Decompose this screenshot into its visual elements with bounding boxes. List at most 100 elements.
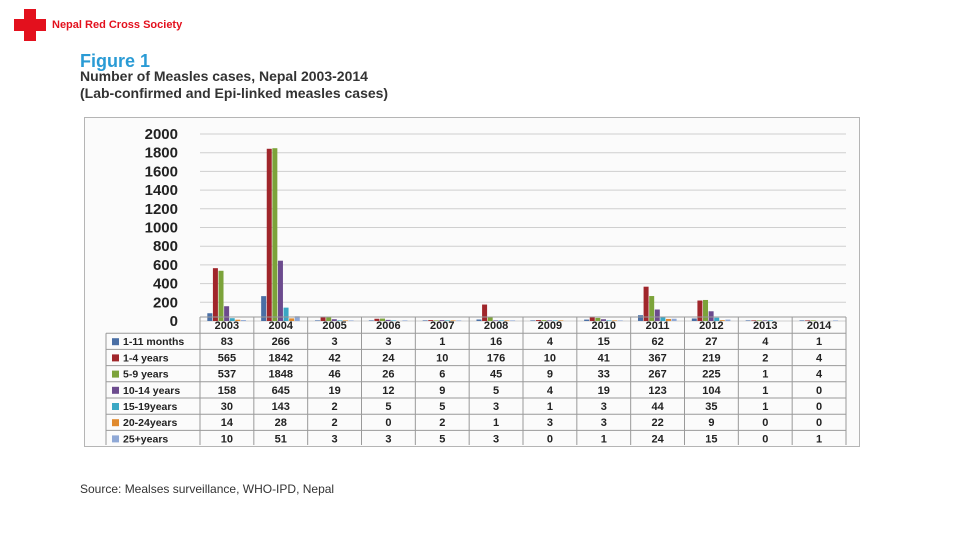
data-label: 225 — [702, 369, 720, 381]
bar — [725, 319, 731, 321]
bar — [547, 320, 553, 321]
bar — [224, 306, 230, 321]
bar — [510, 320, 516, 321]
data-label: 1842 — [269, 352, 293, 364]
data-label: 1 — [816, 336, 822, 348]
data-label: 4 — [762, 336, 769, 348]
data-label: 5 — [439, 401, 445, 413]
data-label: 0 — [816, 385, 822, 397]
data-label: 3 — [332, 433, 338, 445]
bar — [756, 320, 762, 321]
y-tick-label: 600 — [153, 257, 178, 274]
data-label: 22 — [651, 417, 663, 429]
legend-swatch — [112, 419, 119, 427]
data-label: 4 — [547, 385, 554, 397]
bar — [493, 320, 499, 321]
legend-label: 15-19years — [123, 401, 177, 413]
bar — [654, 309, 660, 321]
data-label: 104 — [702, 385, 721, 397]
data-label: 10 — [221, 433, 233, 445]
bar — [218, 270, 224, 321]
data-label: 645 — [272, 385, 290, 397]
bar — [762, 320, 768, 321]
bar — [439, 320, 445, 321]
bar — [428, 320, 434, 321]
bar — [456, 320, 462, 321]
bar — [600, 319, 606, 321]
x-tick-label: 2006 — [376, 320, 400, 332]
legend-label: 20-24years — [123, 417, 177, 429]
y-tick-label: 1800 — [145, 145, 178, 162]
bar — [703, 299, 709, 321]
data-label: 266 — [272, 336, 290, 348]
x-tick-label: 2014 — [807, 320, 832, 332]
data-label: 15 — [598, 336, 610, 348]
data-label: 1 — [493, 417, 499, 429]
data-label: 3 — [385, 433, 391, 445]
legend-swatch — [112, 338, 119, 346]
bar — [805, 320, 811, 321]
x-tick-label: 2007 — [430, 320, 454, 332]
data-label: 1848 — [269, 369, 293, 381]
data-label: 3 — [385, 336, 391, 348]
bar — [541, 320, 547, 321]
data-label: 26 — [382, 369, 394, 381]
data-label: 30 — [221, 401, 233, 413]
bar — [504, 320, 510, 321]
data-label: 1 — [762, 385, 768, 397]
data-label: 19 — [328, 385, 340, 397]
bar — [768, 320, 774, 321]
data-label: 14 — [221, 417, 234, 429]
y-tick-label: 400 — [153, 276, 178, 293]
y-tick-label: 0 — [170, 313, 178, 330]
y-tick-label: 1000 — [145, 220, 178, 237]
x-tick-label: 2012 — [699, 320, 723, 332]
bar — [342, 320, 348, 321]
data-label: 0 — [385, 417, 391, 429]
legend-label: 25+years — [123, 433, 168, 445]
bar — [671, 318, 677, 321]
red-cross-icon — [14, 9, 46, 41]
x-tick-label: 2013 — [753, 320, 777, 332]
bar — [261, 296, 267, 321]
figure-label: Figure 1 — [80, 51, 151, 71]
x-tick-label: 2005 — [322, 320, 346, 332]
data-label: 3 — [601, 401, 607, 413]
data-label: 62 — [651, 336, 663, 348]
bar — [584, 319, 590, 321]
bar — [314, 320, 320, 321]
measles-chart: 0200400600800100012001400160018002000200… — [105, 126, 847, 445]
legend-swatch — [112, 354, 119, 362]
data-label: 6 — [439, 369, 445, 381]
bar — [643, 286, 649, 321]
data-label: 1 — [547, 401, 553, 413]
legend-label: 5-9 years — [123, 369, 169, 381]
bar — [719, 320, 725, 321]
data-label: 3 — [547, 417, 553, 429]
data-label: 2 — [439, 417, 445, 429]
data-label: 0 — [816, 417, 822, 429]
bar — [289, 318, 295, 321]
figure-title-line2: (Lab-confirmed and Epi-linked measles ca… — [80, 85, 389, 101]
bar — [326, 316, 332, 321]
data-label: 0 — [547, 433, 553, 445]
x-tick-label: 2010 — [592, 320, 616, 332]
data-label: 2 — [332, 417, 338, 429]
data-label: 4 — [816, 369, 823, 381]
data-label: 1 — [601, 433, 607, 445]
data-label: 176 — [487, 352, 505, 364]
data-label: 143 — [272, 401, 290, 413]
bar — [606, 320, 612, 321]
bar — [266, 148, 272, 321]
figure-title: Number of Measles cases, Nepal 2003-2014… — [80, 68, 388, 102]
data-label: 16 — [490, 336, 502, 348]
x-tick-label: 2004 — [269, 320, 294, 332]
bar — [422, 320, 428, 321]
bar — [637, 315, 643, 321]
bar — [558, 320, 564, 321]
x-tick-label: 2008 — [484, 320, 508, 332]
bar — [368, 320, 374, 321]
legend-label: 1-4 years — [123, 352, 169, 364]
data-label: 15 — [705, 433, 717, 445]
bar — [660, 316, 666, 321]
